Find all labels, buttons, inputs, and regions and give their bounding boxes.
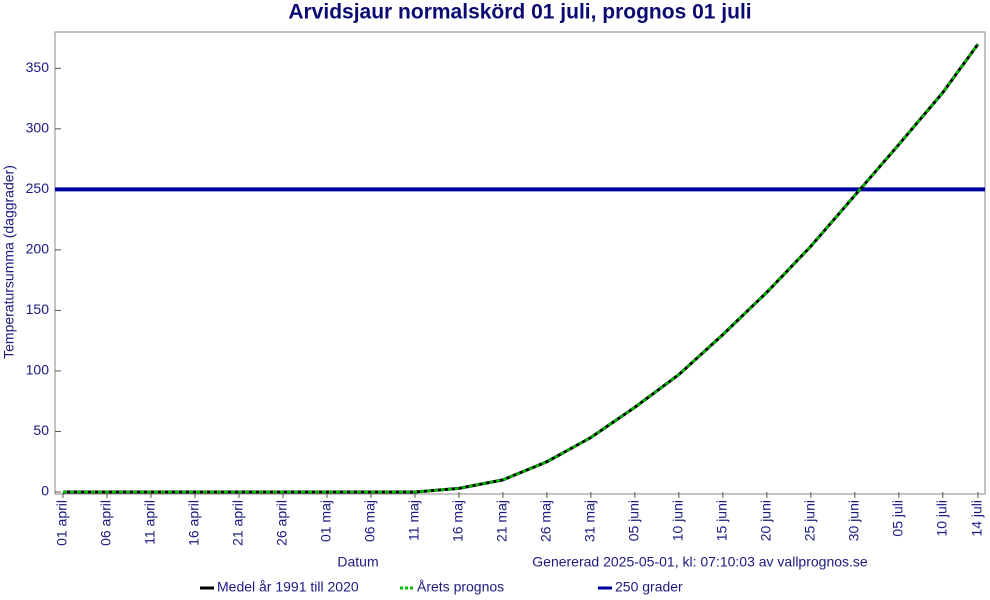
x-tick-label: 11 april — [142, 500, 158, 545]
x-tick-label: 21 maj — [494, 500, 510, 542]
chart-title: Arvidsjaur normalskörd 01 juli, prognos … — [288, 1, 751, 24]
x-tick-label: 10 juli — [934, 500, 950, 537]
y-tick-label: 250 — [26, 180, 50, 196]
x-tick-label: 26 april — [274, 500, 290, 546]
y-tick-label: 300 — [26, 120, 50, 136]
x-tick-label: 05 juni — [626, 500, 642, 541]
x-tick-label: 20 juni — [758, 500, 774, 541]
legend-label: Medel år 1991 till 2020 — [217, 579, 359, 595]
x-tick-label: 14 juli — [969, 500, 985, 537]
y-tick-label: 200 — [26, 241, 50, 257]
legend-label: 250 grader — [615, 579, 683, 595]
plot-frame — [54, 31, 986, 495]
series-line — [63, 43, 980, 494]
x-tick-label: 10 juni — [670, 500, 686, 541]
annotation: Genererad 2025-05-01, kl: 07:10:03 av va… — [532, 554, 868, 570]
x-tick-label: 01 maj — [318, 500, 334, 542]
x-tick-label: 16 april — [186, 500, 202, 546]
y-axis-label: Temperatursumma (daggrader) — [1, 165, 17, 359]
x-tick-label: 01 april — [54, 500, 70, 546]
x-axis-label: Datum — [337, 554, 378, 570]
x-tick-label: 31 maj — [582, 500, 598, 542]
x-tick-label: 25 juni — [802, 500, 818, 541]
x-tick-label: 11 maj — [406, 500, 422, 541]
y-tick-label: 100 — [26, 362, 50, 378]
x-tick-label: 16 maj — [450, 500, 466, 542]
x-tick-label: 30 juni — [846, 500, 862, 541]
y-tick-label: 0 — [41, 483, 49, 499]
series-line — [63, 43, 980, 494]
y-tick-label: 50 — [33, 422, 49, 438]
x-tick-label: 15 juni — [714, 500, 730, 541]
x-tick-label: 26 maj — [538, 500, 554, 542]
y-tick-label: 150 — [26, 301, 50, 317]
y-tick-label: 350 — [26, 59, 50, 75]
x-tick-label: 06 maj — [362, 500, 378, 542]
x-tick-label: 21 april — [230, 500, 246, 546]
x-tick-label: 05 juli — [890, 500, 906, 537]
x-tick-label: 06 april — [98, 500, 114, 546]
legend-label: Årets prognos — [417, 579, 504, 595]
